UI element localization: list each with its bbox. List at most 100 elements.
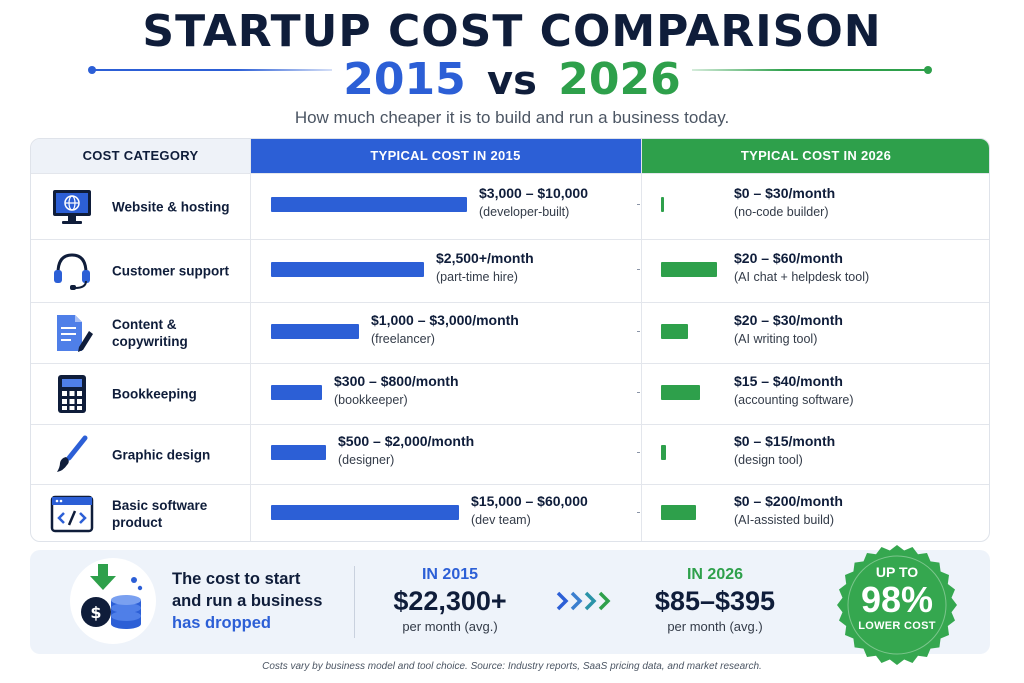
cost-2015-note: (bookkeeper) <box>334 392 408 407</box>
header-cost-2015: TYPICAL COST IN 2015 <box>250 139 641 173</box>
cost-2015-note: (part-time hire) <box>436 269 518 284</box>
category-cell: Website & hosting <box>31 174 250 239</box>
summary-2026-per: per month (avg.) <box>667 619 763 634</box>
cost-2015-note: (freelancer) <box>371 331 435 346</box>
cost-2015-value: $2,500+/month <box>436 249 534 266</box>
cost-2026-value: $15 – $40/month <box>734 372 843 389</box>
cost-2015-note: (dev team) <box>471 512 531 527</box>
table-row: Bookkeeping $300 – $800/month (bookkeeper)… <box>31 363 989 424</box>
bar-2015 <box>271 323 359 339</box>
svg-text:$: $ <box>90 603 101 622</box>
divider <box>354 566 355 638</box>
summary-2026-year: IN 2026 <box>686 566 744 583</box>
badge-percentage: 98% <box>860 579 934 620</box>
cost-2026-value: $0 – $200/month <box>734 492 843 509</box>
summary-2026-amount: $85–$395 <box>654 586 776 616</box>
category-cell: Customer support <box>31 240 250 302</box>
table-row: Website & hosting $3,000 – $10,000 (develo… <box>31 173 989 239</box>
cost-2015-value: $3,000 – $10,000 <box>479 185 588 201</box>
calculator-icon <box>49 374 95 414</box>
cost-2026-value: $20 – $60/month <box>734 249 843 266</box>
code-window-icon <box>49 494 95 534</box>
year-comparison: 2015 vs 2026 <box>0 54 1024 105</box>
connector-dot <box>637 268 640 270</box>
money-drop-icon: $ <box>70 558 156 644</box>
summary-line: The cost to start <box>172 570 301 588</box>
bar-2026 <box>661 445 666 460</box>
cost-2026-value: $0 – $30/month <box>734 185 836 201</box>
year-2026: 2026 <box>558 54 681 105</box>
connector-dot <box>637 391 640 393</box>
category-label: Website & hosting <box>112 199 230 214</box>
bar-2015 <box>271 261 424 277</box>
table-header: COST CATEGORY TYPICAL COST IN 2015 TYPIC… <box>31 139 989 173</box>
cost-2015-note: (designer) <box>338 453 395 467</box>
summary-2015-year: IN 2015 <box>421 566 479 583</box>
summary-2015: IN 2015 $22,300+ per month (avg.) <box>370 566 530 634</box>
cost-2015-value: $15,000 – $60,000 <box>471 492 588 509</box>
table-row: Customer support $2,500+/month (part-time … <box>31 239 989 302</box>
monitor-globe-icon <box>49 187 95 227</box>
bar-2015 <box>271 504 459 520</box>
header-cost-2026: TYPICAL COST IN 2026 <box>641 139 989 173</box>
savings-badge: UP TO 98% LOWER COST <box>836 564 958 632</box>
summary-panel: $ The cost to start and run a business h… <box>30 545 990 665</box>
bar-2026 <box>661 197 664 212</box>
cost-2015-value: $500 – $2,000/month <box>338 433 475 449</box>
cost-2015-value: $300 – $800/month <box>334 372 459 389</box>
year-2015: 2015 <box>343 54 466 105</box>
cost-table: COST CATEGORY TYPICAL COST IN 2015 TYPIC… <box>30 138 990 542</box>
bar-2015 <box>271 197 467 212</box>
connector-dot <box>637 452 640 453</box>
footer-note: Costs vary by business model and tool ch… <box>262 661 762 672</box>
page-title: STARTUP COST COMPARISON <box>142 6 882 57</box>
category-cell: Graphic design <box>31 425 250 484</box>
bar-2026 <box>661 504 696 520</box>
header-cost-category: COST CATEGORY <box>31 139 250 173</box>
cost-2026-note: (AI writing tool) <box>734 331 818 346</box>
document-pen-icon <box>49 313 95 353</box>
connector-dot <box>637 204 640 205</box>
bar-2026 <box>661 384 700 400</box>
category-cell: Bookkeeping <box>31 364 250 424</box>
category-label: Customer support <box>112 263 230 279</box>
paintbrush-icon <box>49 435 95 475</box>
summary-2015-amount: $22,300+ <box>393 586 507 616</box>
decor-dot-right <box>924 66 932 74</box>
category-label: Bookkeeping <box>112 386 197 402</box>
cost-2015-note: (developer-built) <box>479 205 570 219</box>
summary-line-highlight: has dropped <box>172 614 272 632</box>
category-label: Graphic design <box>112 447 211 462</box>
tagline: How much cheaper it is to build and run … <box>294 108 730 127</box>
headset-icon <box>49 251 95 291</box>
category-label: Basic software product <box>112 498 208 530</box>
bar-2026 <box>661 323 688 339</box>
table-row: Basic software product $15,000 – $60,000 (… <box>31 484 989 541</box>
cost-2026-note: (AI-assisted build) <box>734 512 835 527</box>
summary-2015-per: per month (avg.) <box>402 619 498 634</box>
cost-2026-note: (design tool) <box>734 453 803 467</box>
category-cell: Basic software product <box>31 485 250 541</box>
connector-dot <box>637 511 640 513</box>
bar-2015 <box>271 384 322 400</box>
cost-2026-value: $0 – $15/month <box>734 433 836 449</box>
badge-label: LOWER COST <box>858 620 936 632</box>
table-row: Content & copywriting $1,000 – $3,000/mon… <box>31 302 989 363</box>
category-cell: Content & copywriting <box>31 303 250 363</box>
vs-label: vs <box>487 58 537 104</box>
bar-2015 <box>271 445 326 460</box>
cost-2026-value: $20 – $30/month <box>734 311 843 328</box>
column-divider <box>250 139 251 541</box>
summary-2026: IN 2026 $85–$395 per month (avg.) <box>630 566 800 634</box>
cost-2026-note: (AI chat + helpdesk tool) <box>734 269 870 284</box>
bar-2026 <box>661 261 717 277</box>
badge-up-to: UP TO <box>875 564 919 580</box>
column-divider <box>641 139 642 541</box>
decor-line-right <box>692 69 928 71</box>
summary-statement: The cost to start and run a business has… <box>172 568 322 634</box>
table-row: Graphic design $500 – $2,000/month (design… <box>31 424 989 484</box>
cost-2026-note: (accounting software) <box>734 392 854 407</box>
cost-2026-note: (no-code builder) <box>734 205 829 219</box>
cost-2015-value: $1,000 – $3,000/month <box>371 311 519 328</box>
decor-line-left <box>92 69 332 71</box>
